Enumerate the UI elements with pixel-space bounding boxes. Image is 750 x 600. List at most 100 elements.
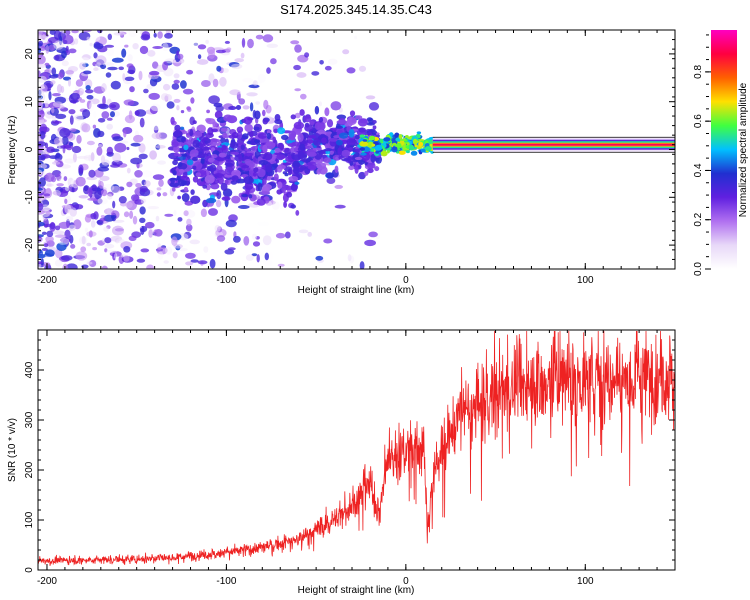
noise-blob xyxy=(238,98,246,105)
band-blob xyxy=(358,171,366,180)
noise-blob xyxy=(278,174,283,179)
transition-blob xyxy=(380,150,388,157)
band-blob xyxy=(223,114,233,122)
noise-blob xyxy=(256,81,262,85)
band-blob xyxy=(287,168,292,176)
band-blob xyxy=(252,172,257,177)
noise-blob xyxy=(156,192,161,197)
band-blob xyxy=(312,147,322,151)
spectrogram-x-ticks: -200 -100 0 100 xyxy=(37,30,676,286)
noise-blob xyxy=(97,103,107,109)
noise-blob xyxy=(38,261,44,265)
band-blob xyxy=(334,165,339,173)
band-blob xyxy=(323,157,332,164)
band-blob xyxy=(372,120,377,124)
noise-blob xyxy=(209,258,216,269)
noise-blob xyxy=(38,222,41,228)
band-blob xyxy=(231,195,241,204)
band-blob xyxy=(186,155,191,159)
snr-y-ticks: 0 100 200 300 400 xyxy=(24,329,675,573)
noise-blob xyxy=(45,236,54,243)
transition-blob xyxy=(398,150,406,155)
noise-blob xyxy=(56,242,67,251)
noise-blob xyxy=(241,37,246,48)
noise-blob xyxy=(148,229,153,238)
noise-blob xyxy=(38,54,46,65)
noise-blob xyxy=(93,52,98,59)
noise-blob xyxy=(164,58,177,64)
band-blob xyxy=(328,138,339,142)
transition-blob xyxy=(375,150,379,154)
noise-blob xyxy=(269,252,273,261)
band-blob xyxy=(177,162,183,167)
noise-blob xyxy=(73,204,84,210)
noise-blob xyxy=(45,45,50,54)
band-blob xyxy=(190,97,195,104)
noise-blob xyxy=(247,38,254,49)
band-blob xyxy=(349,110,356,117)
noise-blob xyxy=(132,215,138,225)
noise-blob xyxy=(121,155,127,161)
noise-blob xyxy=(140,198,146,204)
band-blob xyxy=(177,142,185,147)
band-blob xyxy=(243,116,253,125)
band-blob xyxy=(190,195,201,204)
noise-blob xyxy=(128,30,138,38)
noise-blob xyxy=(91,184,97,192)
noise-blob xyxy=(52,120,62,124)
band-blob xyxy=(189,129,194,137)
noise-blob xyxy=(183,210,189,217)
band-blob xyxy=(242,133,249,140)
noise-blob xyxy=(143,88,149,94)
noise-blob xyxy=(165,246,173,255)
noise-blob xyxy=(216,235,226,242)
noise-blob xyxy=(111,185,121,194)
noise-blob xyxy=(222,68,229,73)
transition-blob xyxy=(369,135,375,141)
noise-blob xyxy=(277,263,285,267)
y-tick-label: 10 xyxy=(24,96,35,108)
band-blob xyxy=(355,115,363,120)
band-blob xyxy=(206,109,211,114)
noise-blob xyxy=(120,140,129,144)
noise-blob xyxy=(116,238,125,244)
noise-blob xyxy=(190,259,199,263)
noise-blob xyxy=(83,185,89,192)
noise-blob xyxy=(93,43,104,50)
noise-blob xyxy=(123,255,130,262)
noise-blob xyxy=(45,210,51,216)
noise-blob xyxy=(161,42,173,48)
transition-blob xyxy=(359,134,365,138)
noise-blob xyxy=(172,251,178,259)
band-blob xyxy=(192,176,199,183)
noise-blob xyxy=(85,89,94,94)
band-blob xyxy=(220,182,228,191)
band-blob xyxy=(369,128,376,133)
noise-blob xyxy=(82,54,91,61)
noise-blob xyxy=(342,49,350,55)
noise-blob xyxy=(327,58,338,65)
band-blob xyxy=(177,178,187,187)
transition-blob xyxy=(362,139,368,142)
noise-blob xyxy=(50,80,56,85)
transition-blob xyxy=(391,146,398,151)
noise-blob xyxy=(225,219,237,228)
noise-blob xyxy=(82,109,91,119)
band-blob xyxy=(231,175,239,182)
noise-blob xyxy=(173,79,180,84)
noise-blob xyxy=(139,45,149,55)
noise-blob xyxy=(326,177,336,184)
noise-blob xyxy=(298,229,309,234)
noise-blob xyxy=(346,67,356,74)
noise-blob xyxy=(358,65,367,72)
noise-blob xyxy=(140,226,145,235)
noise-blob xyxy=(284,231,291,239)
band-blob xyxy=(253,167,259,174)
colorbar: 0.0 0.2 0.4 0.6 0.8 Normalized spectral ampl… xyxy=(693,30,749,276)
noise-blob xyxy=(78,164,84,174)
band-blob xyxy=(281,186,287,193)
x-tick-label: 100 xyxy=(577,576,594,587)
noise-blob xyxy=(112,219,125,223)
band-blob xyxy=(341,149,351,157)
noise-blob xyxy=(145,221,155,229)
